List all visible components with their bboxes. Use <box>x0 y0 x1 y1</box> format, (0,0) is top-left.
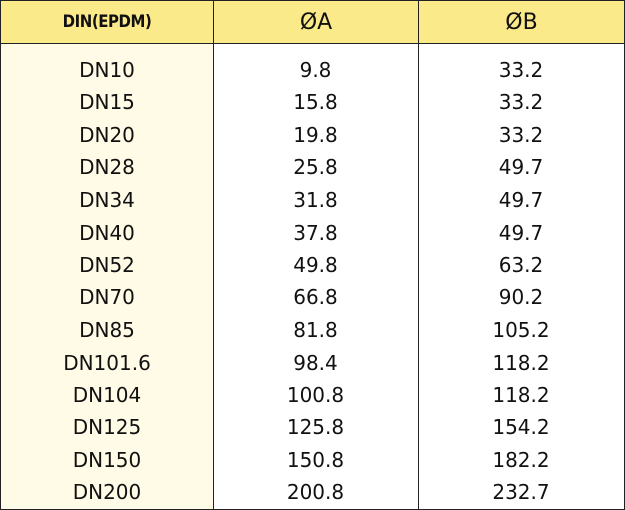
cell-diameter-a: 200.8 <box>286 479 345 504</box>
cell-diameter-a: 25.8 <box>293 154 338 179</box>
table-row: DN40 37.8 49.7 <box>1 216 624 249</box>
cell-din-size: DN34 <box>79 187 135 212</box>
column-divider <box>418 44 419 509</box>
table-row: DN15 15.8 33.2 <box>1 85 624 118</box>
cell-diameter-b: 90.2 <box>498 284 544 309</box>
table-row: DN150 150.8 182.2 <box>1 443 624 476</box>
cell-diameter-a: 15.8 <box>293 89 338 114</box>
table-row: DN52 49.8 63.2 <box>1 248 624 281</box>
table-row: DN104 100.8 118.2 <box>1 378 624 411</box>
cell-din-size: DN85 <box>79 317 135 342</box>
cell-diameter-b: 154.2 <box>492 414 550 439</box>
cell-diameter-b: 49.7 <box>498 154 544 179</box>
table-row: DN34 31.8 49.7 <box>1 183 624 216</box>
cell-diameter-a: 81.8 <box>293 317 338 342</box>
cell-diameter-a: 37.8 <box>293 220 338 245</box>
cell-diameter-b: 49.7 <box>498 187 544 212</box>
cell-din-size: DN15 <box>79 89 135 114</box>
cell-diameter-a: 125.8 <box>286 414 345 439</box>
cell-diameter-b: 118.2 <box>492 382 550 407</box>
cell-diameter-a: 66.8 <box>293 284 338 309</box>
cell-diameter-a: 100.8 <box>286 382 345 407</box>
header-diameter-a: ØA <box>213 1 418 43</box>
cell-diameter-b: 49.7 <box>498 220 544 245</box>
cell-diameter-b: 105.2 <box>492 317 550 342</box>
cell-din-size: DN28 <box>79 154 135 179</box>
cell-diameter-a: 98.4 <box>293 350 338 375</box>
cell-din-size: DN104 <box>72 382 142 407</box>
cell-diameter-b: 33.2 <box>498 57 544 82</box>
cell-diameter-b: 182.2 <box>492 447 550 472</box>
table-row: DN28 25.8 49.7 <box>1 150 624 183</box>
cell-diameter-b: 33.2 <box>498 89 544 114</box>
cell-diameter-b: 33.2 <box>498 122 544 147</box>
header-diameter-b: ØB <box>418 1 624 43</box>
cell-din-size: DN52 <box>79 252 135 277</box>
column-divider <box>213 44 214 509</box>
cell-diameter-b: 63.2 <box>498 252 544 277</box>
cell-diameter-b: 232.7 <box>492 479 550 504</box>
cell-din-size: DN40 <box>79 220 135 245</box>
table-row: DN70 66.8 90.2 <box>1 280 624 313</box>
header-din-epdm: DIN(EPDM) <box>62 12 152 32</box>
table-row: DN125 125.8 154.2 <box>1 410 624 443</box>
cell-din-size: DN150 <box>72 447 142 472</box>
cell-diameter-a: 9.8 <box>299 57 332 82</box>
cell-din-size: DN101.6 <box>63 350 151 375</box>
table-row: DN101.6 98.4 118.2 <box>1 346 624 379</box>
table-row: DN200 200.8 232.7 <box>1 475 624 508</box>
table-row: DN10 9.8 33.2 <box>1 53 624 86</box>
cell-din-size: DN200 <box>72 479 142 504</box>
table-row: DN20 19.8 33.2 <box>1 118 624 151</box>
cell-din-size: DN10 <box>79 57 135 82</box>
cell-diameter-a: 150.8 <box>286 447 345 472</box>
cell-din-size: DN20 <box>79 122 135 147</box>
table-row: DN85 81.8 105.2 <box>1 313 624 346</box>
cell-diameter-a: 31.8 <box>293 187 338 212</box>
cell-din-size: DN125 <box>72 414 142 439</box>
first-column-background <box>1 44 213 509</box>
cell-diameter-a: 49.8 <box>293 252 338 277</box>
table-header-row: DIN(EPDM) ØA ØB <box>1 1 624 44</box>
cell-din-size: DN70 <box>79 284 135 309</box>
cell-diameter-b: 118.2 <box>492 350 550 375</box>
cell-diameter-a: 19.8 <box>293 122 338 147</box>
